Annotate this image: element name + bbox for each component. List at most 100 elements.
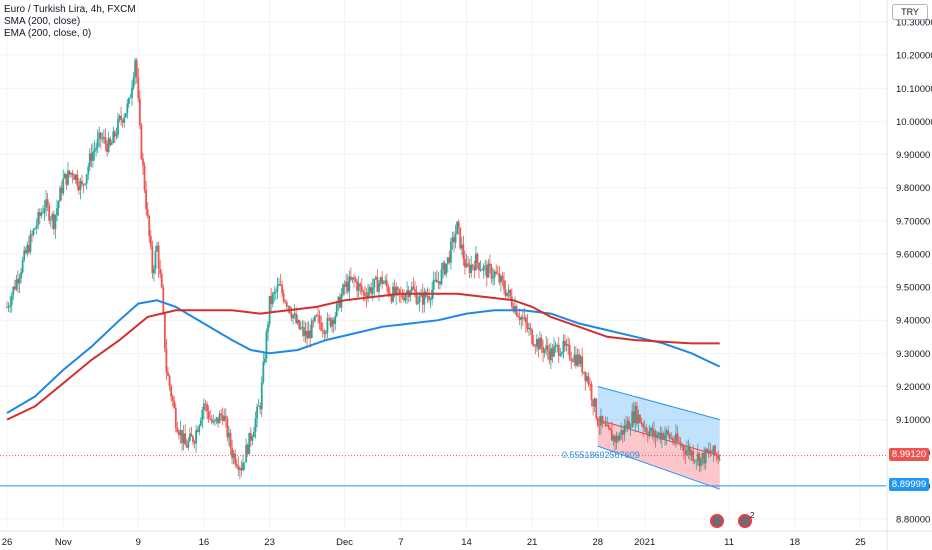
candle-body [35,225,38,229]
candle-body [373,278,376,288]
candle-body [301,327,304,328]
candle-body [539,337,541,350]
sma-legend[interactable]: SMA (200, close) [4,16,81,27]
candle-body [581,356,584,373]
candle-body [390,295,393,302]
candle-body [67,170,69,185]
candle-body [628,420,630,429]
candle-body [107,138,110,153]
candle-body [501,275,504,281]
candle-body [610,430,613,441]
candle-body [54,215,57,229]
economic-event-group-icon[interactable] [738,514,752,528]
candle-body [192,436,194,443]
candle-body [682,445,685,451]
candle-body [378,283,380,292]
candle-body [598,425,601,427]
candle-body [454,234,457,243]
candle-body [167,372,169,376]
candle-body [121,120,124,123]
candle-body [437,281,440,283]
ema-line [6,292,720,421]
candle-body [374,276,377,279]
candle-body [253,431,255,437]
candle-body [231,447,233,459]
currency-badge[interactable]: TRY [892,4,928,20]
candle-body [560,352,563,355]
candle-body [226,418,229,438]
candle-body [717,455,720,460]
candle-body [464,258,466,268]
symbol-title[interactable]: Euro / Turkish Lira, 4h, FXCM [4,4,136,15]
candle-body [460,244,463,249]
candle-body [270,296,273,304]
candle-body [615,436,618,443]
time-axis[interactable]: 26 Nov 9 16 23 Dec 7 14 21 28 2021 11 18 25 [2,537,866,548]
candle-body [165,348,168,373]
candle-body [689,447,691,456]
candle-body [210,419,213,423]
candle-body [206,404,208,412]
candle-body [573,354,576,362]
ema-legend[interactable]: EMA (200, close, 0) [4,28,92,39]
candle-body [653,430,655,436]
candle-body [459,227,462,249]
candle-body [335,302,338,316]
candle-body [162,287,165,313]
candle-body [60,187,63,194]
candle-body [157,245,160,269]
candle-body [676,433,679,442]
candle-body [232,453,235,459]
economic-event-icon[interactable] [710,514,724,528]
candle-body [320,322,323,331]
candle-body [318,315,321,323]
candle-body [546,345,549,352]
candle-body [474,253,477,271]
candle-body [557,344,560,356]
candle-body [685,450,688,455]
candle-body [604,423,607,427]
candle-body [575,354,577,366]
candle-body [712,445,715,455]
candle-body [52,214,55,229]
candle-body [545,345,548,350]
candle-body [209,418,212,420]
candle-body [243,462,246,463]
candle-body [514,306,516,312]
candle-body [238,467,241,470]
candle-body [249,432,252,441]
candle-body [138,98,141,126]
candle-body [565,344,568,346]
candle-body [74,174,77,180]
candle-body [45,199,47,209]
candle-body [710,452,713,455]
candle-body [57,201,60,209]
candle-body [659,432,662,440]
candle-body [382,282,385,284]
candle-body [582,371,585,373]
candle-body [293,313,296,316]
candle-body [115,134,118,137]
candle-body [578,354,580,364]
candle-body [137,77,140,99]
candle-body [398,289,401,294]
candle-body [590,384,593,400]
candle-body [123,117,126,123]
candle-body [345,281,348,287]
candle-body [279,283,282,286]
candle-body [213,420,216,422]
candle-body [129,97,132,99]
candle-body [303,327,305,336]
candle-body [21,259,24,273]
candle-body [259,405,262,410]
candle-body [498,273,501,283]
candle-body [309,330,312,338]
candle-body [242,462,244,471]
candle-body [268,296,271,325]
candle-body [487,263,490,278]
candle-body [46,199,49,206]
channel-value-label: 0.55518692567609 [562,450,640,460]
candle-body [257,405,260,407]
candle-body [356,281,359,291]
